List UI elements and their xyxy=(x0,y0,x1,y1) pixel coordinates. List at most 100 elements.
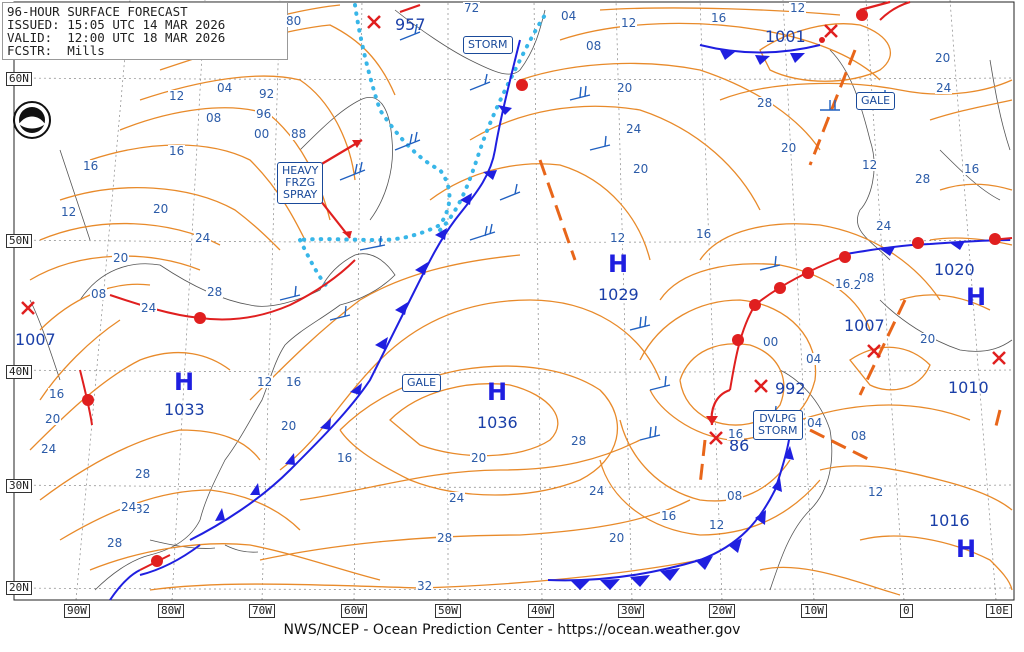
isobar-value-label: 16 xyxy=(710,11,728,25)
isobar-value-label: 08 xyxy=(585,39,603,53)
lat-label-20n: 20N xyxy=(6,581,32,595)
isobar-value-label: 00 xyxy=(253,127,271,141)
lon-label-50w: 50W xyxy=(435,604,461,618)
isobar-value-label: 20 xyxy=(470,451,488,465)
heavy-freezing-spray-label: HEAVY FRZG SPRAY xyxy=(277,162,324,204)
isobar-value-label: 24 xyxy=(448,491,466,505)
ice-edge xyxy=(298,3,547,292)
gale-warning-label: GALE xyxy=(402,374,442,392)
isobar-value-label: 04 xyxy=(216,81,234,95)
lon-label-0: 0 xyxy=(900,604,913,618)
isobar-value-label: 16 xyxy=(695,227,713,241)
isobar-value-label: 16 xyxy=(285,375,303,389)
lon-label-40w: 40W xyxy=(528,604,554,618)
isobar-value-label: 20 xyxy=(608,531,626,545)
high-symbol: H xyxy=(174,368,195,396)
isobar-value-label: 12 xyxy=(867,485,885,499)
isobar-value-label: 28 xyxy=(134,467,152,481)
isobar-value-label: 20 xyxy=(616,81,634,95)
isobar-value-label: 20 xyxy=(112,251,130,265)
isobar-value-label: 16 xyxy=(727,427,745,441)
lon-label-80w: 80W xyxy=(158,604,184,618)
isobar-value-label: 92 xyxy=(258,87,276,101)
isobar-value-label: 24 xyxy=(935,81,953,95)
high-symbol: H xyxy=(487,378,508,406)
low-pressure-957: 957 xyxy=(395,15,426,34)
isobar-value-label: 12 xyxy=(620,16,638,30)
isobar-value-label: 20 xyxy=(280,419,298,433)
isobar-value-label: 16 xyxy=(168,144,186,158)
isobar-value-label: 12 xyxy=(609,231,627,245)
isobar-value-label: 12 xyxy=(168,89,186,103)
isobar-value-label: 24 xyxy=(875,219,893,233)
high-pressure-1033: 1033 xyxy=(164,400,205,419)
valid-time: VALID: 12:00 UTC 18 MAR 2026 xyxy=(7,30,226,45)
isobar-value-label: 20 xyxy=(44,412,62,426)
lon-label-10e: 10E xyxy=(986,604,1012,618)
isobar-value-label: 20 xyxy=(632,162,650,176)
lon-label-90w: 90W xyxy=(64,604,90,618)
lon-label-10w: 10W xyxy=(801,604,827,618)
isobar-value-label: 88 xyxy=(290,127,308,141)
isobar-value-label: 28 xyxy=(206,285,224,299)
forecaster-name: FCSTR: Mills xyxy=(7,43,105,58)
gale-warning-label-ne: GALE xyxy=(856,92,896,110)
isobar-value-label: 28 xyxy=(570,434,588,448)
lat-label-40n: 40N xyxy=(6,365,32,379)
isobar-value-label: 04 xyxy=(560,9,578,23)
isobar-value-label: 24 xyxy=(140,301,158,315)
wind-barbs xyxy=(279,23,890,441)
isobar-value-label: 16 xyxy=(963,162,981,176)
isobar-value-label: 08 xyxy=(858,271,876,285)
low-pressure-992: 992 xyxy=(775,379,806,398)
future-low-pressure: 86 xyxy=(729,436,750,455)
cold-front-pips xyxy=(215,50,965,590)
isobar-value-label: 16 xyxy=(834,277,852,291)
isobar-value-label: 20 xyxy=(152,202,170,216)
isobar-value-label: 28 xyxy=(106,536,124,550)
isobar-value-label: 16 xyxy=(336,451,354,465)
isobar-value-label: 08 xyxy=(205,111,223,125)
isobar-value-label: 00 xyxy=(762,335,780,349)
storm-warning-label: STORM xyxy=(463,36,513,54)
lon-label-60w: 60W xyxy=(341,604,367,618)
isobar-value-label: 12 xyxy=(708,518,726,532)
forecast-header: 96-HOUR SURFACE FORECAST ISSUED: 15:05 U… xyxy=(2,2,288,60)
high-symbol: H xyxy=(966,283,987,311)
isobar-value-label: 20 xyxy=(934,51,952,65)
warm-front-pips xyxy=(82,9,1001,567)
high-symbol: H xyxy=(956,535,977,563)
isobar-value-label: 80 xyxy=(285,14,303,28)
isobar-value-label: 24 xyxy=(194,231,212,245)
noaa-logo xyxy=(13,101,51,139)
lat-label-60n: 60N xyxy=(6,72,32,86)
isobar-value-label: 72 xyxy=(463,1,481,15)
lon-label-30w: 30W xyxy=(618,604,644,618)
issued-time: ISSUED: 15:05 UTC 14 MAR 2026 xyxy=(7,17,226,32)
high-pressure-1029: 1029 xyxy=(598,285,639,304)
lat-label-50n: 50N xyxy=(6,234,32,248)
isobar-value-label: 12 xyxy=(861,158,879,172)
forecast-title: 96-HOUR SURFACE FORECAST xyxy=(7,4,188,19)
high-symbol: H xyxy=(608,250,629,278)
coastlines xyxy=(29,9,1013,591)
lon-label-20w: 20W xyxy=(709,604,735,618)
map-frame xyxy=(13,1,1015,601)
low-pressure-1010: 1010 xyxy=(948,378,989,397)
isobar-value-label: 28 xyxy=(914,172,932,186)
low-pressure-1007-east: 1007 xyxy=(844,316,885,335)
developing-storm-label: DVLPG STORM xyxy=(753,410,803,440)
isobar-value-label: 04 xyxy=(806,416,824,430)
high-pressure-1020: 1020 xyxy=(934,260,975,279)
isobar-value-label: 08 xyxy=(726,489,744,503)
low-centers xyxy=(21,15,1006,445)
low-pressure-1007-west: 1007 xyxy=(15,330,56,349)
lon-label-70w: 70W xyxy=(249,604,275,618)
low-center-circles xyxy=(819,37,825,43)
cold-fronts xyxy=(109,39,1011,601)
isobar-value-label: 16 xyxy=(48,387,66,401)
isobar-value-label: 32 xyxy=(134,502,152,516)
arrow-heads xyxy=(342,140,718,425)
isobar-value-label: 08 xyxy=(850,429,868,443)
isobar-value-label: 04 xyxy=(805,352,823,366)
